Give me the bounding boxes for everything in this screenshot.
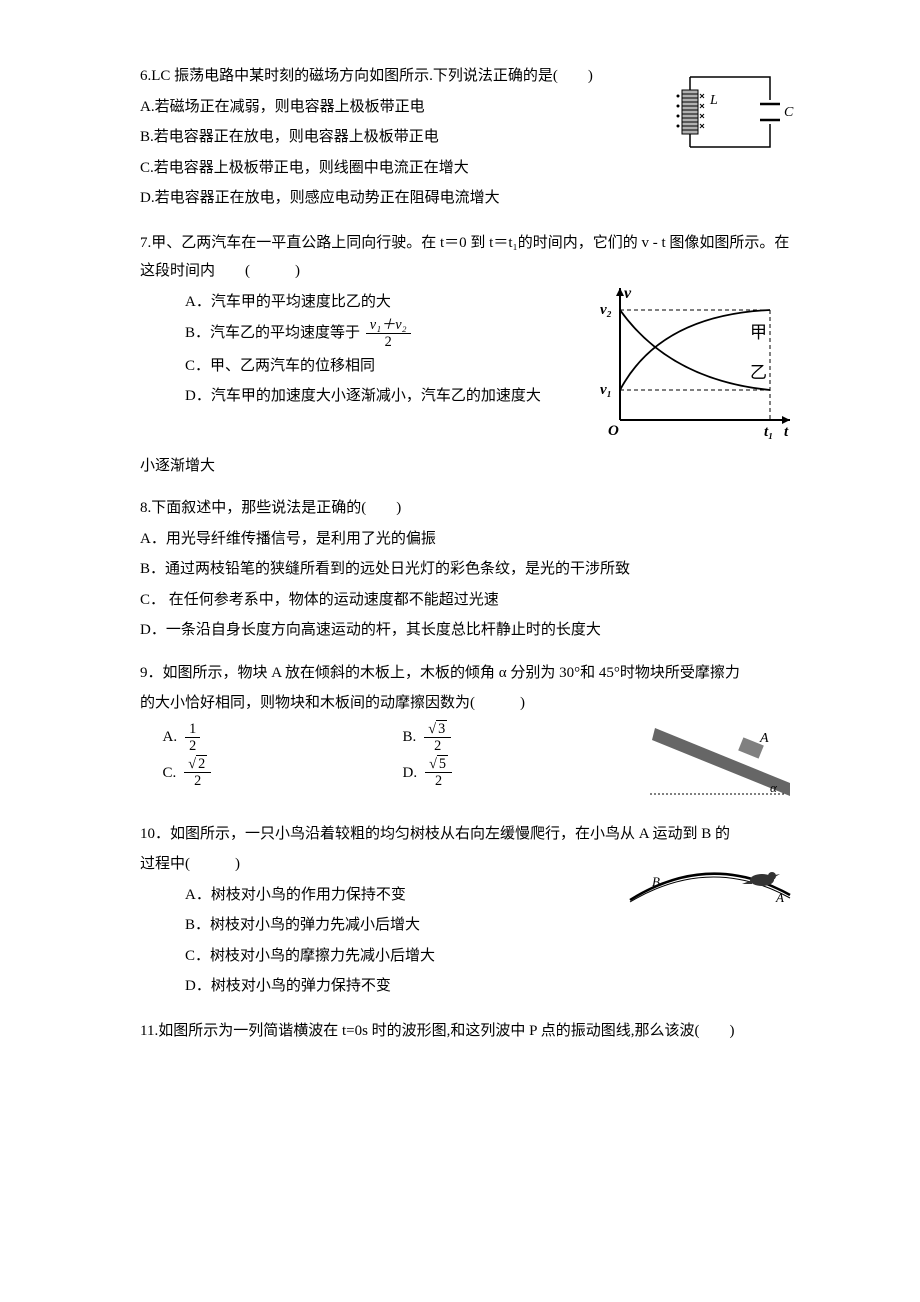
q7-figure: v v₂ v₁ O t₁ t 甲 乙 — [590, 280, 800, 450]
q10-figure: B A — [620, 850, 800, 920]
q9-optC: C. √22 — [163, 757, 363, 789]
question-7: 7.甲、乙两汽车在一平直公路上同向行驶。在 t＝0 到 t＝t₁的时间内，它们的… — [140, 229, 800, 481]
q8-optD: D．一条沿自身长度方向高速运动的杆，其长度总比杆静止时的长度大 — [140, 616, 800, 645]
q7-stem: 7.甲、乙两汽车在一平直公路上同向行驶。在 t＝0 到 t＝t₁的时间内，它们的… — [140, 229, 800, 286]
q8-optB: B．通过两枝铅笔的狭缝所看到的远处日光灯的彩色条纹，是光的干涉所致 — [140, 555, 800, 584]
q8-optA: A．用光导纤维传播信号，是利用了光的偏振 — [140, 525, 800, 554]
q7-optB-text: B．汽车乙的平均速度等于 — [185, 325, 360, 341]
q6-optD: D.若电容器正在放电，则感应电动势正在阻碍电流增大 — [140, 184, 800, 213]
q8-optC: C． 在任何参考系中，物体的运动速度都不能超过光速 — [140, 586, 800, 615]
q7-v1: v₁ — [600, 382, 612, 398]
q9-stem2: 的大小恰好相同，则物块和木板间的动摩擦因数为( ) — [140, 689, 800, 718]
question-11: 11.如图所示为一列简谐横波在 t=0s 时的波形图,和这列波中 P 点的振动图… — [140, 1017, 800, 1046]
q9-label-A: A — [759, 731, 769, 746]
q9-optB: B. √32 — [403, 722, 543, 754]
q10-stem1: 10．如图所示，一只小鸟沿着较粗的均匀树枝从右向左缓慢爬行，在小鸟从 A 运动到… — [140, 820, 800, 849]
question-10: 10．如图所示，一只小鸟沿着较粗的均匀树枝从右向左缓慢爬行，在小鸟从 A 运动到… — [140, 820, 800, 1003]
q10-optC: C．树枝对小鸟的摩擦力先减小后增大 — [185, 942, 800, 971]
q9-optA: A. 12 — [163, 722, 363, 754]
q10-label-A: A — [775, 890, 784, 905]
q7-yi: 乙 — [750, 363, 767, 382]
q6-label-L: L — [709, 93, 718, 108]
q7-O: O — [608, 423, 619, 439]
question-6: L C 6.LC 振荡电路中某时刻的磁场方向如图所示.下列说法正确的是( ) A… — [140, 62, 800, 215]
q10-optD: D．树枝对小鸟的弹力保持不变 — [185, 972, 800, 1001]
question-8: 8.下面叙述中，那些说法是正确的( ) A．用光导纤维传播信号，是利用了光的偏振… — [140, 494, 800, 645]
q9-stem1: 9．如图所示，物块 A 放在倾斜的木板上，木板的倾角 α 分别为 30°和 45… — [140, 659, 800, 688]
q10-label-B: B — [652, 874, 660, 889]
q7-optB-frac: v₁＋v₂ 2 — [366, 318, 411, 350]
q7-t1: t₁ — [764, 424, 773, 440]
q6-label-C: C — [784, 105, 794, 120]
q9-label-alpha: α — [770, 780, 778, 795]
q6-figure: L C — [660, 62, 800, 162]
q9-optD: D. √52 — [403, 757, 543, 789]
q9-figure: A α — [630, 716, 800, 806]
q7-vlabel: v — [624, 285, 632, 302]
q11-stem: 11.如图所示为一列简谐横波在 t=0s 时的波形图,和这列波中 P 点的振动图… — [140, 1017, 800, 1046]
q7-t: t — [784, 424, 789, 440]
q7-v2: v₂ — [600, 302, 612, 318]
q7-optD2: 小逐渐增大 — [140, 452, 800, 481]
q8-stem: 8.下面叙述中，那些说法是正确的( ) — [140, 494, 800, 523]
q7-B-num: v₁＋v₂ — [366, 318, 411, 334]
q7-B-den: 2 — [366, 334, 411, 349]
question-9: 9．如图所示，物块 A 放在倾斜的木板上，木板的倾角 α 分别为 30°和 45… — [140, 659, 800, 806]
q7-jia: 甲 — [750, 323, 767, 342]
